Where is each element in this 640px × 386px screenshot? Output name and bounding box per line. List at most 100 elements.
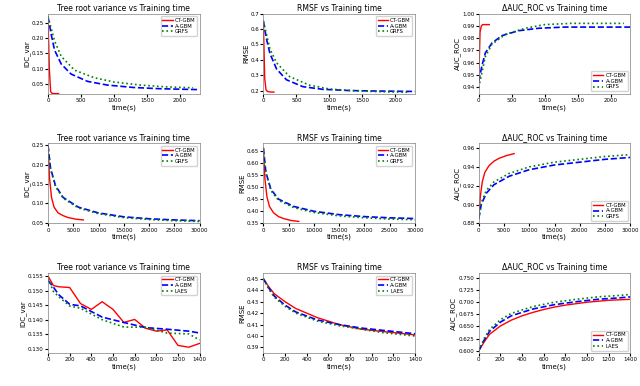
GRFS: [145, 217, 153, 222]
Legend: CT-GBM, A-GBM, GRFS: CT-GBM, A-GBM, GRFS: [376, 16, 412, 36]
Title: ΔAUC_ROC vs Training time: ΔAUC_ROC vs Training time: [502, 263, 607, 272]
LAES: [572, 297, 580, 301]
A-GBM: [360, 214, 368, 219]
CT-GBM: [47, 89, 54, 94]
A-GBM: [47, 32, 55, 37]
CT-GBM: [141, 326, 149, 330]
GRFS: [95, 212, 102, 216]
LAES: [627, 292, 634, 297]
CT-GBM: [481, 170, 489, 175]
Line: LAES: LAES: [48, 278, 200, 340]
A-GBM: [602, 157, 609, 162]
A-GBM: [627, 25, 634, 29]
A-GBM: [44, 14, 52, 19]
A-GBM: [156, 86, 164, 91]
A-GBM: [266, 51, 274, 56]
CT-GBM: [260, 276, 268, 281]
GRFS: [505, 171, 513, 176]
A-GBM: [260, 146, 268, 151]
A-GBM: [529, 307, 537, 312]
X-axis label: time(s): time(s): [111, 104, 136, 111]
GRFS: [90, 75, 98, 80]
CT-GBM: [163, 328, 171, 332]
CT-GBM: [479, 179, 486, 184]
Line: CT-GBM: CT-GBM: [479, 154, 514, 219]
A-GBM: [401, 330, 408, 335]
GRFS: [360, 215, 368, 220]
CT-GBM: [292, 306, 300, 311]
A-GBM: [551, 302, 559, 307]
Y-axis label: AUC_ROC: AUC_ROC: [454, 167, 461, 200]
A-GBM: [145, 217, 153, 221]
CT-GBM: [52, 91, 60, 96]
CT-GBM: [44, 143, 52, 147]
A-GBM: [477, 202, 485, 207]
A-GBM: [498, 33, 506, 38]
A-GBM: [273, 67, 280, 71]
X-axis label: time(s): time(s): [111, 234, 136, 240]
A-GBM: [47, 166, 54, 171]
CT-GBM: [60, 213, 67, 218]
GRFS: [404, 90, 412, 95]
GRFS: [620, 21, 628, 26]
A-GBM: [185, 329, 193, 334]
LAES: [44, 276, 52, 281]
Line: A-GBM: A-GBM: [48, 280, 200, 333]
CT-GBM: [287, 218, 295, 223]
CT-GBM: [66, 285, 74, 290]
CT-GBM: [196, 341, 204, 346]
Title: ΔAUC_ROC vs Training time: ΔAUC_ROC vs Training time: [502, 4, 607, 13]
CT-GBM: [346, 325, 354, 329]
CT-GBM: [411, 333, 419, 337]
A-GBM: [475, 217, 483, 221]
GRFS: [551, 160, 559, 164]
LAES: [401, 333, 408, 337]
A-GBM: [478, 63, 486, 68]
A-GBM: [77, 303, 84, 308]
CT-GBM: [594, 299, 602, 303]
Y-axis label: IDC_var: IDC_var: [24, 40, 30, 67]
CT-GBM: [572, 301, 580, 306]
Title: Tree root variance vs Training time: Tree root variance vs Training time: [58, 263, 190, 272]
LAES: [196, 338, 204, 342]
A-GBM: [52, 184, 60, 188]
CT-GBM: [497, 324, 504, 328]
GRFS: [189, 85, 197, 90]
GRFS: [352, 88, 360, 93]
CT-GBM: [275, 214, 282, 219]
GRFS: [290, 205, 298, 210]
CT-GBM: [79, 218, 87, 222]
CT-GBM: [65, 215, 72, 220]
GRFS: [541, 22, 548, 27]
CT-GBM: [357, 327, 365, 332]
A-GBM: [372, 89, 380, 93]
GRFS: [74, 206, 82, 210]
LAES: [616, 293, 623, 298]
CT-GBM: [518, 313, 526, 318]
GRFS: [44, 143, 52, 147]
LAES: [314, 319, 321, 323]
GRFS: [501, 32, 509, 37]
CT-GBM: [481, 22, 489, 27]
LAES: [265, 287, 273, 291]
A-GBM: [475, 79, 483, 84]
CT-GBM: [401, 332, 408, 336]
Y-axis label: IDC_var: IDC_var: [24, 170, 30, 197]
GRFS: [378, 90, 386, 94]
A-GBM: [490, 183, 498, 187]
A-GBM: [60, 195, 67, 200]
CT-GBM: [264, 89, 271, 94]
CT-GBM: [131, 317, 138, 322]
LAES: [292, 311, 300, 315]
CT-GBM: [490, 159, 498, 164]
Title: Tree root variance vs Training time: Tree root variance vs Training time: [58, 134, 190, 142]
Line: CT-GBM: CT-GBM: [48, 276, 200, 347]
Line: A-GBM: A-GBM: [264, 21, 415, 91]
A-GBM: [534, 26, 542, 30]
CT-GBM: [99, 300, 106, 304]
CT-GBM: [485, 164, 493, 168]
CT-GBM: [45, 176, 53, 180]
GRFS: [602, 154, 609, 159]
CT-GBM: [88, 307, 95, 312]
Title: RMSF vs Training time: RMSF vs Training time: [297, 134, 381, 142]
